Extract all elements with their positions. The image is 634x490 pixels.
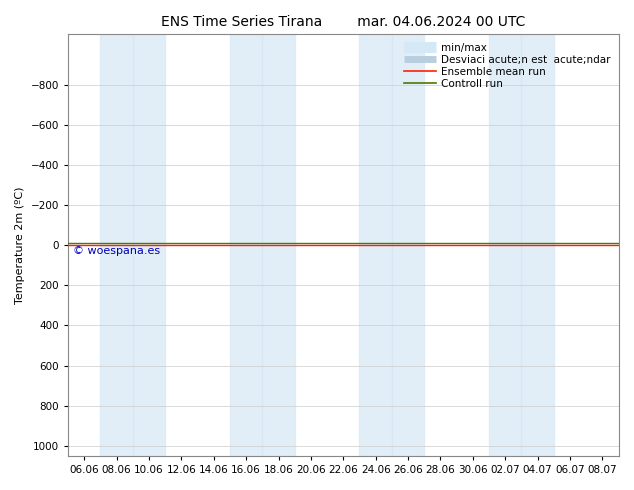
Text: © woespana.es: © woespana.es: [74, 246, 160, 256]
Bar: [489, 34, 521, 456]
Bar: [133, 34, 165, 456]
Bar: [521, 34, 554, 456]
Bar: [262, 34, 295, 456]
Legend: min/max, Desviaci acute;n est  acute;ndar, Ensemble mean run, Controll run: min/max, Desviaci acute;n est acute;ndar…: [401, 40, 614, 92]
Title: ENS Time Series Tirana        mar. 04.06.2024 00 UTC: ENS Time Series Tirana mar. 04.06.2024 0…: [161, 15, 526, 29]
Bar: [392, 34, 424, 456]
Bar: [100, 34, 133, 456]
Bar: [230, 34, 262, 456]
Y-axis label: Temperature 2m (ºC): Temperature 2m (ºC): [15, 186, 25, 304]
Bar: [359, 34, 392, 456]
